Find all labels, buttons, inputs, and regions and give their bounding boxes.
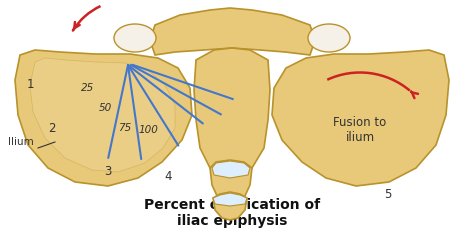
Text: 50: 50 (98, 103, 112, 113)
Polygon shape (213, 193, 246, 206)
Polygon shape (271, 50, 448, 186)
Text: 4: 4 (164, 170, 171, 183)
Ellipse shape (114, 24, 156, 52)
Ellipse shape (307, 24, 349, 52)
Polygon shape (30, 58, 175, 172)
Text: Percent ossification of
iliac epiphysis: Percent ossification of iliac epiphysis (144, 198, 319, 228)
Text: 1: 1 (26, 78, 34, 91)
Polygon shape (150, 8, 314, 55)
Polygon shape (210, 160, 251, 204)
Text: 100: 100 (138, 125, 157, 135)
Polygon shape (213, 192, 246, 220)
Polygon shape (15, 50, 192, 186)
Text: 75: 75 (118, 123, 131, 133)
Polygon shape (212, 161, 250, 178)
Text: 2: 2 (48, 122, 56, 135)
Text: Ilium: Ilium (8, 137, 34, 147)
Text: 5: 5 (383, 188, 391, 201)
Text: Fusion to
ilium: Fusion to ilium (332, 116, 386, 144)
Text: 3: 3 (104, 165, 112, 178)
Text: 25: 25 (81, 83, 94, 93)
Polygon shape (194, 48, 269, 178)
